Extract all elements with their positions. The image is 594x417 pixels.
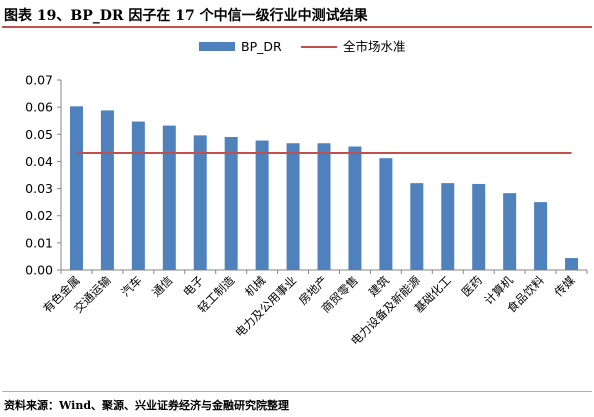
y-tick-label: 0.04	[25, 154, 53, 169]
bar	[503, 193, 517, 270]
title-rule	[2, 26, 592, 28]
bar	[100, 110, 114, 271]
bar	[317, 143, 331, 270]
x-tick-label: 汽车	[118, 273, 144, 299]
bar	[193, 135, 207, 270]
bottom-rule	[2, 391, 592, 392]
bar	[69, 106, 83, 270]
y-tick-label: 0.01	[25, 235, 53, 250]
x-tick-label: 建筑	[366, 273, 393, 300]
bar	[255, 140, 269, 270]
y-tick-label: 0.06	[25, 100, 53, 115]
y-tick-label: 0.05	[25, 127, 53, 142]
y-tick-label: 0.02	[25, 208, 53, 223]
bars	[69, 106, 579, 271]
bar	[286, 143, 300, 270]
y-tick-label: 0.07	[25, 73, 53, 88]
x-tick-label: 医药	[459, 273, 485, 299]
bar	[534, 202, 548, 270]
x-tick-label: 机械	[242, 273, 269, 300]
legend-line-label: 全市场水准	[343, 39, 406, 54]
bar	[565, 258, 579, 270]
source-note: 资料来源：Wind、聚源、兴业证券经济与金融研究院整理	[4, 399, 290, 412]
figure-title: 图表 19、BP_DR 因子在 17 个中信一级行业中测试结果	[4, 8, 368, 24]
x-tick-label: 电子	[180, 273, 206, 299]
y-tick-label: 0.03	[25, 181, 53, 196]
legend-bar-swatch	[199, 42, 235, 51]
legend: BP_DR 全市场水准	[199, 39, 406, 54]
bar	[410, 183, 424, 270]
x-tick-label: 通信	[149, 273, 175, 299]
bar	[348, 146, 362, 270]
y-tick-label: 0.00	[25, 263, 53, 278]
x-tick-label: 传媒	[551, 273, 578, 300]
bar	[472, 183, 486, 270]
bar	[224, 137, 238, 270]
legend-bar-label: BP_DR	[241, 39, 282, 54]
bar	[162, 125, 176, 270]
bar	[379, 158, 393, 270]
bar	[441, 183, 455, 270]
bar	[131, 121, 145, 271]
